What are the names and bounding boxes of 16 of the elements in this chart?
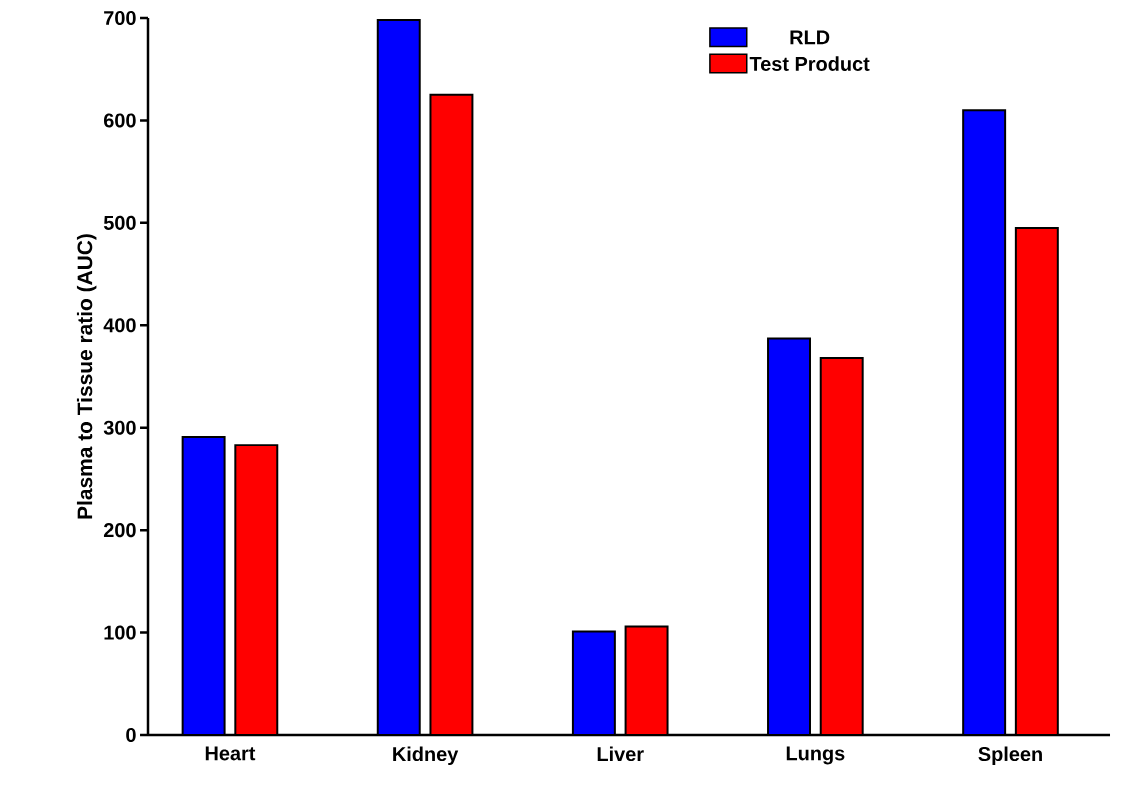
y-tick-label: 500 [103, 215, 136, 230]
x-tick-label: Heart [205, 746, 256, 761]
y-tick-label: 600 [104, 113, 136, 128]
y-tick-label: 300 [103, 420, 136, 435]
y-tick-label: 700 [104, 10, 136, 26]
y-tick-label: 400 [103, 318, 136, 333]
y-tick-label: 0 [126, 727, 136, 743]
y-tick-label: 200 [103, 523, 136, 538]
x-tick-label: Kidney [393, 746, 459, 766]
y-tick-label: 100 [104, 625, 136, 640]
y-axis-title: Plasma to Tissue ratio (AUC) [76, 234, 97, 519]
x-tick-label: Liver [597, 746, 644, 762]
x-tick-label: Spleen [978, 746, 1042, 766]
x-tick-label: Lungs [786, 746, 845, 765]
legend-label: Test Product [749, 56, 870, 71]
legend-label: RLD [790, 30, 830, 45]
